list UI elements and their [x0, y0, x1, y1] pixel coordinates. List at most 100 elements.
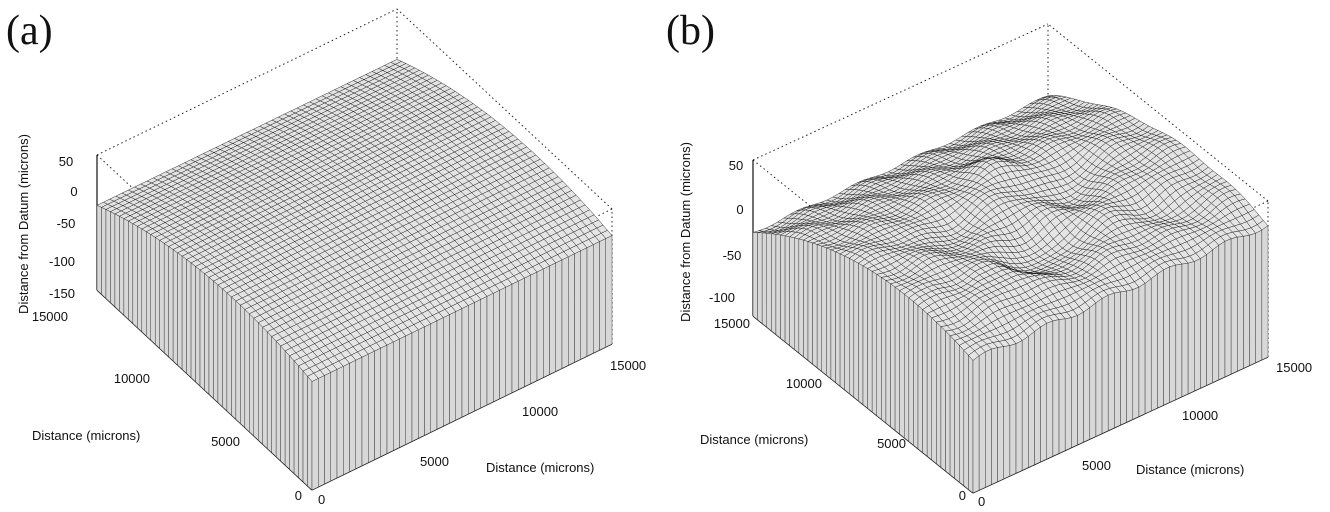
skirt-strip — [605, 235, 613, 348]
skirt-strip — [940, 326, 946, 472]
skirt-strip — [374, 347, 381, 460]
panel-a-z-tick-1: 0 — [70, 184, 77, 199]
skirt-strip — [586, 244, 594, 357]
skirt-strip — [1237, 236, 1244, 372]
skirt-strip — [752, 232, 758, 321]
skirt-strip — [899, 290, 905, 439]
skirt-strip — [318, 375, 325, 488]
skirt-strip — [593, 241, 600, 354]
box-edge — [96, 8, 398, 156]
skirt-strip — [1021, 335, 1029, 471]
panel-b-x-tick-2: 10000 — [1182, 408, 1218, 423]
skirt-strip — [455, 308, 463, 421]
skirt-strip — [867, 268, 873, 413]
skirt-strip — [794, 237, 800, 354]
skirt-strip — [343, 362, 350, 476]
skirt-strip — [172, 249, 178, 366]
panel-a-y-axis-label: Distance (microns) — [32, 428, 140, 443]
skirt-strip — [985, 348, 992, 488]
skirt-strip — [399, 335, 406, 448]
skirt-strip — [217, 284, 223, 408]
skirt-strip — [830, 249, 836, 383]
skirt-strip — [1169, 264, 1177, 403]
skirt-strip — [302, 370, 308, 487]
skirt-strip — [978, 351, 986, 491]
skirt-strip — [253, 317, 259, 441]
skirt-strip — [580, 247, 588, 360]
skirt-strip — [119, 215, 125, 316]
panel-b-x-tick-0: 0 — [978, 494, 985, 509]
skirt-strip — [574, 250, 581, 363]
skirt-strip — [922, 309, 928, 457]
panel-a-z-tick-4: -150 — [49, 286, 75, 301]
skirt-strip — [1157, 269, 1164, 409]
skirt-strip — [885, 280, 891, 428]
skirt-strip — [271, 335, 277, 458]
skirt-strip — [1138, 283, 1146, 417]
skirt-strip — [1200, 254, 1207, 389]
skirt-strip — [1218, 240, 1226, 380]
skirt-strip — [181, 255, 187, 374]
skirt-strip — [168, 246, 174, 362]
panel-a-z-tick-3: -100 — [49, 254, 75, 269]
skirt-strip — [945, 330, 951, 475]
skirt-strip — [1077, 311, 1084, 446]
skirt-strip — [931, 317, 937, 464]
skirt-strip — [96, 204, 102, 295]
skirt-strip — [771, 233, 777, 335]
skirt-strip — [536, 268, 544, 381]
panel-b-x-tick-3: 15000 — [1276, 360, 1312, 375]
skirt-strip — [493, 289, 500, 403]
skirt-strip — [816, 244, 822, 372]
skirt-strip — [518, 277, 525, 390]
skirt-strip — [890, 283, 896, 431]
skirt-strip — [355, 356, 363, 470]
panel-b-z-tick-3: -100 — [709, 290, 735, 305]
skirt-strip — [486, 293, 494, 406]
panel-a-x-axis-label: Distance (microns) — [486, 460, 594, 475]
skirt-strip — [1040, 322, 1047, 463]
skirt-strip — [1046, 320, 1054, 460]
skirt-strip — [959, 344, 965, 487]
skirt-strip — [474, 299, 481, 412]
skirt-strip — [105, 209, 111, 303]
skirt-strip — [436, 317, 444, 430]
skirt-strip — [123, 218, 129, 320]
skirt-strip — [443, 314, 450, 427]
skirt-strip — [881, 277, 887, 424]
skirt-strip — [386, 341, 394, 454]
skirt-strip — [418, 326, 425, 439]
skirt-strip — [110, 211, 116, 308]
skirt-strip — [128, 220, 134, 324]
skirt-strip — [1151, 273, 1158, 412]
skirt-strip — [336, 366, 344, 479]
skirt-strip — [480, 296, 488, 409]
skirt-strip — [461, 305, 469, 418]
skirt-strip — [789, 236, 795, 350]
skirt-strip — [195, 266, 201, 387]
skirt-strip — [761, 232, 767, 328]
skirt-strip — [839, 253, 845, 391]
skirt-strip — [1144, 278, 1152, 414]
skirt-strip — [803, 239, 809, 361]
skirt-strip — [1132, 286, 1140, 420]
skirt-strip — [1114, 291, 1121, 429]
skirt-strip — [114, 213, 120, 312]
skirt-strip — [757, 232, 763, 324]
skirt-strip — [1108, 292, 1115, 431]
skirt-strip — [835, 251, 841, 387]
panel-b-y-axis-label: Distance (microns) — [700, 432, 808, 447]
panel-b-z-axis-label: Distance from Datum (microns) — [678, 142, 693, 322]
skirt-strip — [1089, 302, 1097, 440]
skirt-strip — [1261, 225, 1269, 361]
skirt-strip — [1243, 234, 1250, 369]
skirt-strip — [204, 273, 210, 395]
skirt-strip — [798, 238, 804, 357]
skirt-strip — [1206, 249, 1213, 386]
skirt-strip — [926, 313, 932, 461]
skirt-strip — [505, 283, 513, 397]
skirt-strip — [101, 207, 107, 299]
panel-a-y-tick-0: 0 — [295, 488, 302, 503]
skirt-strip — [311, 378, 319, 491]
skirt-strip — [1181, 262, 1189, 397]
